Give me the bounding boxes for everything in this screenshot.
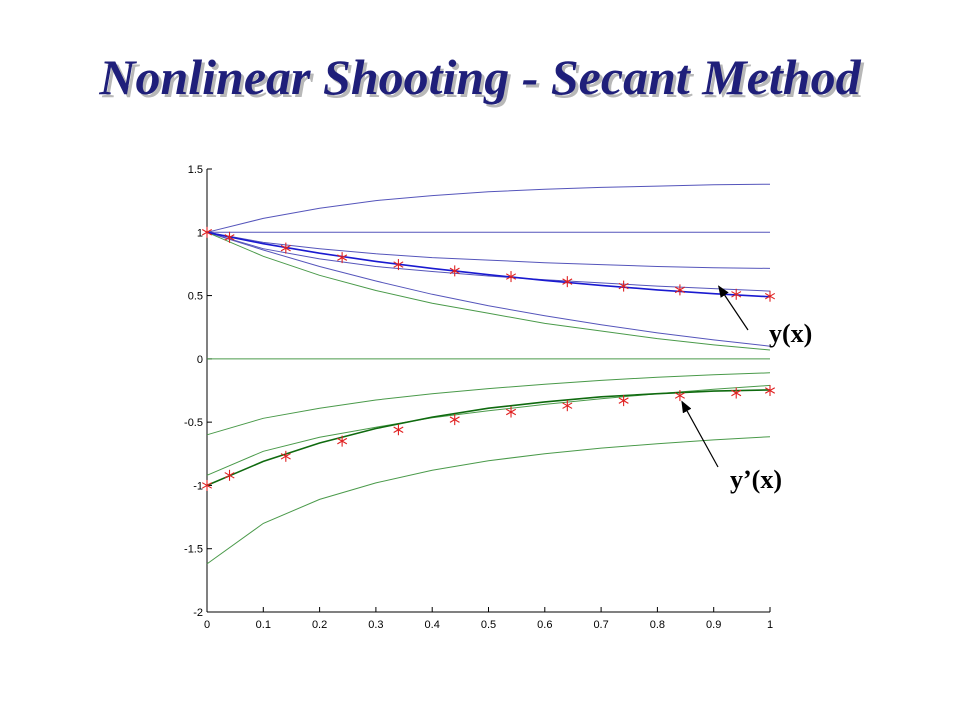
x-tick-label: 0.2 [312,619,327,631]
y-tick-label: -1 [193,480,203,492]
x-tick-label: 1 [767,619,773,631]
marker-stroke [280,453,291,460]
dy-trial-line [206,436,771,565]
x-tick-label: 0.3 [368,619,383,631]
x-tick-label: 0.5 [481,619,496,631]
marker-stroke [764,292,776,300]
marker-stroke [201,229,213,236]
annotations: y(x) y’(x) [681,285,812,494]
y-marker [201,226,213,238]
marker-stroke [505,273,517,280]
y-tick-label: 1.5 [188,164,203,176]
y-tick-label: -1.5 [184,544,203,556]
y-solution-line [206,231,771,298]
axes: 0 0.1 0.2 0.3 0.4 0.5 0.6 0.7 0.8 0.9 1 -2 -1.5 -1 -0.… [184,164,773,631]
dy-of-x-arrow [681,400,719,468]
x-tick-label: 0 [204,619,210,631]
x-tick-label: 0.6 [537,619,552,631]
marker-stroke [201,482,213,489]
dy-marker [337,435,348,447]
marker-stroke [674,392,685,399]
dy-marker [618,395,629,407]
x-tick-label: 0.9 [706,619,721,631]
dy-trial-line [206,384,771,476]
marker-stroke [731,389,742,397]
y-marker [505,271,517,283]
dy-marker [764,385,776,396]
marker-stroke [449,416,460,423]
y-of-x-label: y(x) [769,319,812,348]
marker-stroke [449,267,460,275]
dy-marker [562,400,573,412]
y-marker [618,280,629,292]
marker-stroke [393,426,404,433]
y-marker [280,242,291,254]
y-of-x-arrow [718,285,749,331]
dy-solution-line [206,389,771,487]
slide-title: Nonlinear Shooting - Secant Method [99,49,861,105]
x-tick-label: 0.7 [593,619,608,631]
y-marker [562,276,573,288]
y-marker [337,252,348,264]
y-marker [224,231,235,243]
marker-stroke [562,278,573,285]
y-tick-label: 1 [197,227,203,239]
dy-marker [224,469,235,481]
marker-stroke [337,437,348,445]
dy-marker [393,424,404,436]
y-trial-line [206,231,771,347]
marker-stroke [674,286,685,294]
dy-of-x-label: y’(x) [730,465,782,494]
dy-marker [449,414,460,426]
dy-marker [201,479,213,491]
marker-stroke [562,402,573,409]
y-marker [731,288,742,300]
x-tick-label: 0.4 [425,619,440,631]
marker-stroke [280,244,291,252]
y-trial-line [206,231,771,269]
dy-marker [731,387,742,399]
marker-stroke [224,234,235,241]
y-tick-label: -0.5 [184,417,203,429]
marker-stroke [393,261,404,268]
marker-stroke [618,397,629,404]
marker-stroke [337,254,348,261]
marker-stroke [505,408,517,416]
y-marker [764,290,776,302]
marker-stroke [224,472,235,479]
y-trial-line [206,231,771,292]
marker-stroke [618,282,629,290]
y-trial-line [206,183,771,233]
y-tick-label: 0 [197,354,203,366]
solution-markers [201,226,776,491]
x-tick-label: 0.1 [256,619,271,631]
trial-curves [206,183,771,565]
dy-marker [505,406,517,418]
y-tick-label: 0.5 [188,291,203,303]
x-tick-label: 0.8 [650,619,665,631]
marker-stroke [731,291,742,298]
dy-trial-line [206,231,771,351]
y-marker [449,265,460,277]
y-marker [393,259,404,271]
y-marker [674,284,685,296]
dy-marker [674,390,685,402]
y-tick-label: -2 [193,607,203,619]
marker-stroke [764,387,776,394]
dy-marker [280,450,291,462]
dy-trial-line [206,372,771,436]
